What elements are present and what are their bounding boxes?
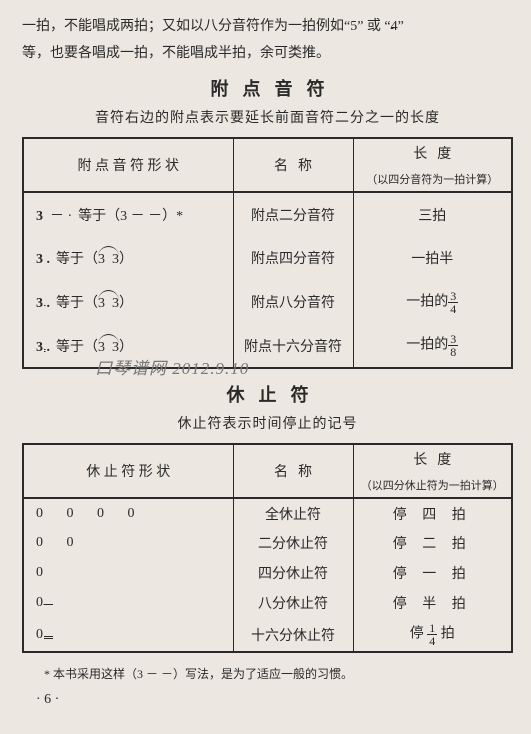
r2-lead: 3 . bbox=[36, 252, 50, 267]
r3-fd: 4 bbox=[448, 303, 458, 315]
r1-dots: － · bbox=[50, 209, 72, 224]
s5: 0 bbox=[36, 627, 90, 643]
l5p: 停 bbox=[410, 627, 428, 642]
page-number: · 6 · bbox=[36, 692, 513, 708]
t1-h3sub: （以四分音符为一拍计算） bbox=[353, 167, 512, 192]
r4-eq: 等于（ bbox=[56, 340, 98, 355]
n3: 四分休止符 bbox=[233, 558, 353, 588]
intro-text-1: 一拍，不能唱成两拍；又如以八分音符作为一拍例如“ bbox=[22, 19, 350, 34]
table-row: 0 八分休止符停 半 拍 bbox=[23, 588, 512, 618]
table-row: 0 0 0 0 全休止符停 四 拍 bbox=[23, 498, 512, 528]
t1-h1: 附 点 音 符 形 状 bbox=[78, 159, 180, 174]
t2-h2a: 名 bbox=[274, 465, 298, 480]
l2: 停 二 拍 bbox=[353, 528, 512, 558]
r2-eq: 等于（ bbox=[56, 252, 98, 267]
r3-eqe: ） bbox=[119, 296, 133, 311]
table-row: 3 . 等于（3 3） 附点八分音符 一拍的34 bbox=[23, 280, 512, 324]
t1-h3a: 长 bbox=[413, 147, 437, 162]
section1-subtitle: 音符右边的附点表示要延长前面音符二分之一的长度 bbox=[22, 107, 513, 127]
dotted-notes-table: 附 点 音 符 形 状 名称 长度 （以四分音符为一拍计算） 3 － ·等于（3… bbox=[22, 137, 513, 369]
watermark-text: 口琴谱网 2012.9.10 bbox=[95, 354, 249, 379]
n2: 二分休止符 bbox=[233, 528, 353, 558]
t2-h1: 休 止 符 形 状 bbox=[86, 465, 170, 480]
section2-title: 休止符 bbox=[36, 381, 513, 407]
r4-eqe: ） bbox=[119, 340, 133, 355]
s1: 0 0 0 0 bbox=[36, 506, 145, 522]
n5: 十六分休止符 bbox=[233, 618, 353, 652]
r4-fd: 8 bbox=[448, 346, 458, 358]
intro-ex2: 4 bbox=[391, 19, 398, 34]
s3: 0 bbox=[36, 565, 90, 581]
t2-h3sub: （以四分休止符为一拍计算） bbox=[353, 473, 512, 498]
r1-len: 三拍 bbox=[353, 192, 512, 236]
intro-end: ” bbox=[398, 19, 404, 34]
l5fd: 4 bbox=[427, 635, 437, 647]
r3-lead: 3 . bbox=[36, 296, 50, 311]
l3: 停 一 拍 bbox=[353, 558, 512, 588]
t2-h3b: 度 bbox=[437, 453, 451, 468]
r1-name: 附点二分音符 bbox=[233, 192, 353, 236]
table-row: 0十六分休止符停 14 拍 bbox=[23, 618, 512, 652]
t2-h3a: 长 bbox=[413, 453, 437, 468]
r2-mid: 3 3 bbox=[98, 252, 119, 267]
n1: 全休止符 bbox=[233, 498, 353, 528]
n4: 八分休止符 bbox=[233, 588, 353, 618]
table-row: 3 － · 等于（3 － －）* 附点二分音符 三拍 bbox=[23, 192, 512, 236]
section2-subtitle: 休止符表示时间停止的记号 bbox=[22, 413, 513, 433]
t1-h2b: 称 bbox=[298, 159, 312, 174]
r4-lenpre: 一拍的 bbox=[406, 338, 448, 353]
table-row: 3 . 等于（3 3） 附点四分音符 一拍半 bbox=[23, 236, 512, 280]
r3-mid: 3 3 bbox=[98, 296, 119, 311]
l4: 停 半 拍 bbox=[353, 588, 512, 618]
table-row: 0 0 二分休止符停 二 拍 bbox=[23, 528, 512, 558]
t2-h2b: 称 bbox=[298, 465, 312, 480]
r1-lead: 3 bbox=[36, 209, 43, 224]
r3-fn: 3 bbox=[448, 290, 458, 303]
l1: 停 四 拍 bbox=[353, 498, 512, 528]
t1-h3b: 度 bbox=[437, 147, 451, 162]
intro-text-2: 等，也要各唱成一拍，不能唱成半拍，余可类推。 bbox=[22, 46, 330, 61]
r3-name: 附点八分音符 bbox=[233, 280, 353, 324]
intro-mid: ” 或 “ bbox=[357, 19, 390, 34]
r3-eq: 等于（ bbox=[56, 296, 98, 311]
r1-eq: 等于（3 － －）* bbox=[78, 205, 183, 225]
t1-h2a: 名 bbox=[274, 159, 298, 174]
s2: 0 0 bbox=[36, 535, 90, 551]
r4-lead: 3 . bbox=[36, 340, 50, 355]
r2-len: 一拍半 bbox=[353, 236, 512, 280]
intro-paragraph: 一拍，不能唱成两拍；又如以八分音符作为一拍例如“5” 或 “4” 等，也要各唱成… bbox=[22, 14, 513, 67]
section1-title: 附点音符 bbox=[36, 75, 513, 101]
r2-eqe: ） bbox=[119, 252, 133, 267]
footnote: * 本书采用这样（3 － －）写法，是为了适应一般的习惯。 bbox=[44, 665, 513, 682]
table-row: 0 四分休止符停 一 拍 bbox=[23, 558, 512, 588]
l5e: 拍 bbox=[437, 627, 455, 642]
s4: 0 bbox=[36, 595, 90, 611]
r4-mid: 3 3 bbox=[98, 340, 119, 355]
r3-lenpre: 一拍的 bbox=[406, 294, 448, 309]
rest-notes-table: 休 止 符 形 状 名称 长度 （以四分休止符为一拍计算） 0 0 0 0 全休止… bbox=[22, 443, 513, 653]
r4-name: 附点十六分音符 bbox=[233, 324, 353, 368]
r2-name: 附点四分音符 bbox=[233, 236, 353, 280]
